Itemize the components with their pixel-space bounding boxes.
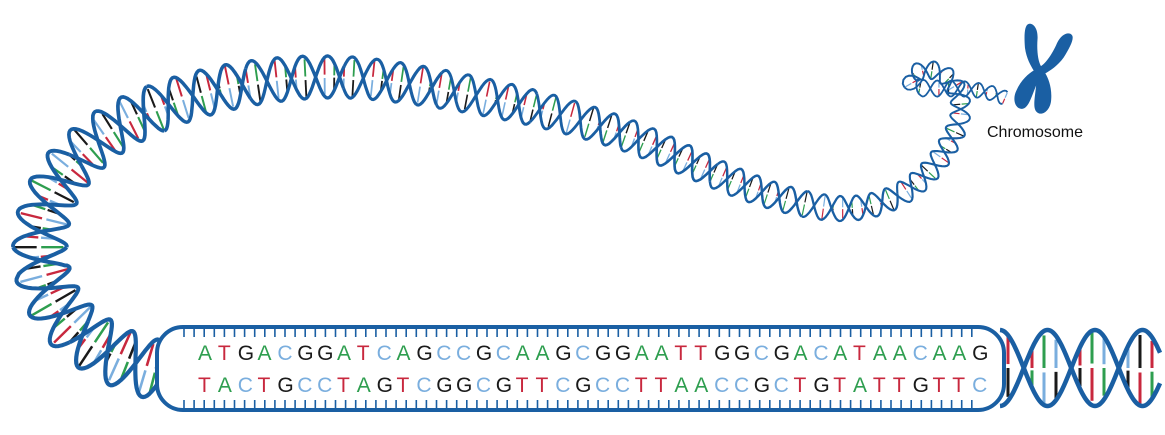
base-letter: C	[575, 342, 590, 365]
base-letter: T	[873, 374, 886, 397]
base-letter: T	[674, 342, 687, 365]
base-letter: C	[774, 374, 789, 397]
base-letter: C	[277, 342, 292, 365]
base-letter: G	[972, 342, 988, 365]
helix-strands	[11, 54, 1009, 400]
base-letter: T	[337, 374, 350, 397]
base-letter: A	[635, 342, 649, 365]
base-letter: A	[952, 342, 966, 365]
base-letter: T	[833, 374, 846, 397]
base-letter: C	[317, 374, 332, 397]
base-letter: G	[555, 342, 571, 365]
base-letter: C	[476, 374, 491, 397]
base-letter: G	[754, 374, 770, 397]
base-letter: A	[198, 342, 212, 365]
base-letter: A	[218, 374, 232, 397]
base-letter: T	[952, 374, 965, 397]
base-letter: A	[932, 342, 946, 365]
base-letter: A	[694, 374, 708, 397]
base-letter: A	[337, 342, 351, 365]
base-letter: C	[813, 342, 828, 365]
base-letter: G	[714, 342, 730, 365]
base-letter: G	[317, 342, 333, 365]
base-letter: C	[615, 374, 630, 397]
base-letter: A	[357, 374, 371, 397]
base-letter: G	[813, 374, 829, 397]
base-letter: A	[397, 342, 411, 365]
base-letter: C	[972, 374, 987, 397]
base-letter: A	[258, 342, 272, 365]
base-letter: A	[655, 342, 669, 365]
base-letter: G	[913, 374, 929, 397]
base-letter: G	[575, 374, 591, 397]
base-letter: C	[913, 342, 928, 365]
base-letter: G	[496, 374, 512, 397]
base-letter: G	[238, 342, 254, 365]
base-letter: C	[456, 342, 471, 365]
base-letter: A	[893, 342, 907, 365]
base-letter: G	[774, 342, 790, 365]
base-letter: A	[674, 374, 688, 397]
base-letter: T	[516, 374, 529, 397]
base-letter: T	[893, 374, 906, 397]
base-letter: G	[595, 342, 611, 365]
base-letter: C	[595, 374, 610, 397]
base-letter: G	[456, 374, 472, 397]
base-letter: A	[794, 342, 808, 365]
base-letter: T	[635, 374, 648, 397]
base-letter: G	[734, 342, 750, 365]
base-letter: C	[754, 342, 769, 365]
base-letter: C	[734, 374, 749, 397]
base-letter: C	[238, 374, 253, 397]
base-letter: C	[297, 374, 312, 397]
base-letter: T	[258, 374, 271, 397]
base-letter: G	[277, 374, 293, 397]
base-letter: A	[535, 342, 549, 365]
chromosome-label: Chromosome	[987, 124, 1083, 141]
backbone-ticks	[183, 329, 973, 408]
base-letter: T	[655, 374, 668, 397]
base-letter: C	[377, 342, 392, 365]
base-letter: A	[853, 374, 867, 397]
chromosome-icon	[1014, 23, 1073, 114]
base-letter: T	[794, 374, 807, 397]
sequence-box-outline	[155, 325, 1006, 412]
base-letter: T	[198, 374, 211, 397]
base-letter: A	[873, 342, 887, 365]
base-letter: G	[377, 374, 393, 397]
base-letter: C	[555, 374, 570, 397]
base-letter: G	[476, 342, 492, 365]
right-helix-segment	[999, 327, 1163, 409]
base-letter: C	[416, 374, 431, 397]
base-letter: G	[297, 342, 313, 365]
base-letter: T	[932, 374, 945, 397]
base-letter: G	[436, 374, 452, 397]
base-letter: T	[535, 374, 548, 397]
base-letter: C	[496, 342, 511, 365]
base-letter: G	[615, 342, 631, 365]
base-letter: T	[357, 342, 370, 365]
base-letter: A	[516, 342, 530, 365]
base-letter: C	[714, 374, 729, 397]
base-letter: T	[218, 342, 231, 365]
base-letter: T	[853, 342, 866, 365]
base-letter: G	[416, 342, 432, 365]
base-letter: C	[436, 342, 451, 365]
base-letter: A	[833, 342, 847, 365]
base-letter: T	[694, 342, 707, 365]
base-letter: T	[397, 374, 410, 397]
